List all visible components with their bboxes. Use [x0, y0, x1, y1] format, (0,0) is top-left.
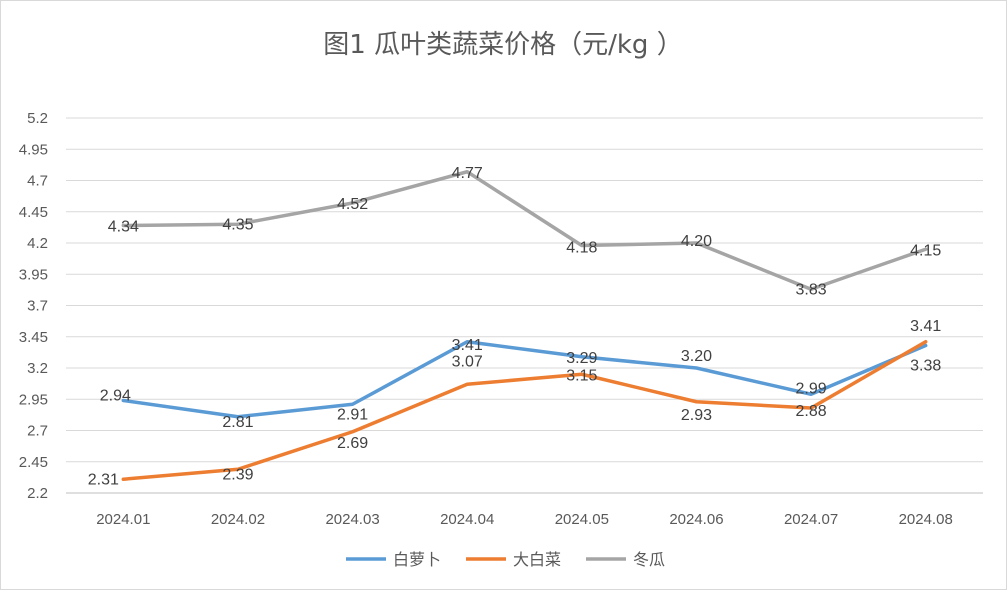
y-tick-label: 3.2	[27, 360, 48, 377]
legend-label: 白萝卜	[393, 550, 441, 569]
x-tick-label: 2024.06	[669, 511, 723, 528]
data-labels: 2.94 2.81 2.91 3.41 3.29 3.20 2.99 3.38 2.31 2.39…	[88, 165, 942, 489]
y-tick-label: 5.2	[27, 110, 48, 127]
legend: 白萝卜 大白菜 冬瓜	[346, 550, 665, 569]
data-label: 3.07	[452, 353, 483, 370]
x-tick-label: 2024.08	[899, 511, 953, 528]
data-label: 3.20	[681, 348, 712, 365]
x-tick-label: 2024.04	[440, 511, 494, 528]
data-label: 3.29	[566, 350, 597, 367]
data-label: 3.41	[452, 337, 483, 354]
data-label: 4.52	[337, 196, 368, 213]
data-label: 3.83	[795, 281, 826, 298]
legend-label: 大白菜	[513, 550, 561, 569]
x-tick-label: 2024.02	[211, 511, 265, 528]
y-tick-label: 3.7	[27, 298, 48, 315]
data-label: 4.35	[222, 216, 253, 233]
data-label: 2.69	[337, 435, 368, 452]
legend-label: 冬瓜	[633, 550, 665, 569]
data-label: 2.93	[681, 407, 712, 424]
x-tick-label: 2024.03	[325, 511, 379, 528]
data-label: 2.91	[337, 406, 368, 423]
data-label: 2.31	[88, 471, 119, 488]
y-tick-label: 4.7	[27, 173, 48, 190]
data-label: 4.77	[452, 165, 483, 182]
y-tick-label: 4.2	[27, 235, 48, 252]
gridlines	[66, 117, 983, 463]
data-label: 3.15	[566, 367, 597, 384]
data-label: 2.81	[222, 414, 253, 431]
data-label: 2.94	[100, 388, 131, 405]
x-tick-label: 2024.05	[555, 511, 609, 528]
data-label: 4.34	[108, 219, 139, 236]
y-tick-label: 2.45	[19, 454, 48, 471]
y-tick-label: 3.95	[19, 266, 48, 283]
y-tick-label: 3.45	[19, 329, 48, 346]
y-tick-label: 2.7	[27, 423, 48, 440]
x-tick-label: 2024.07	[784, 511, 838, 528]
series-line-1	[121, 340, 928, 419]
y-tick-label: 4.45	[19, 204, 48, 221]
y-tick-label: 2.95	[19, 391, 48, 408]
series-lines	[121, 170, 928, 481]
axes: 2.2 2.45 2.7 2.95 3.2 3.45 3.7 3.95 4.2 4.45 4.7 4.…	[19, 110, 983, 528]
data-label: 3.38	[910, 358, 941, 375]
data-label: 4.15	[910, 242, 941, 259]
data-label: 2.99	[795, 380, 826, 397]
series-line-2	[121, 340, 928, 481]
y-tick-label: 4.95	[19, 141, 48, 158]
chart-title: 图1 瓜叶类蔬菜价格（元/kg ）	[323, 30, 682, 60]
y-tick-label: 2.2	[27, 485, 48, 502]
data-label: 3.41	[910, 318, 941, 335]
data-label: 4.18	[566, 240, 597, 257]
data-label: 4.20	[681, 233, 712, 250]
series-line-3	[121, 170, 928, 291]
data-label: 2.88	[795, 403, 826, 420]
data-label: 2.39	[222, 466, 253, 483]
x-tick-label: 2024.01	[96, 511, 150, 528]
